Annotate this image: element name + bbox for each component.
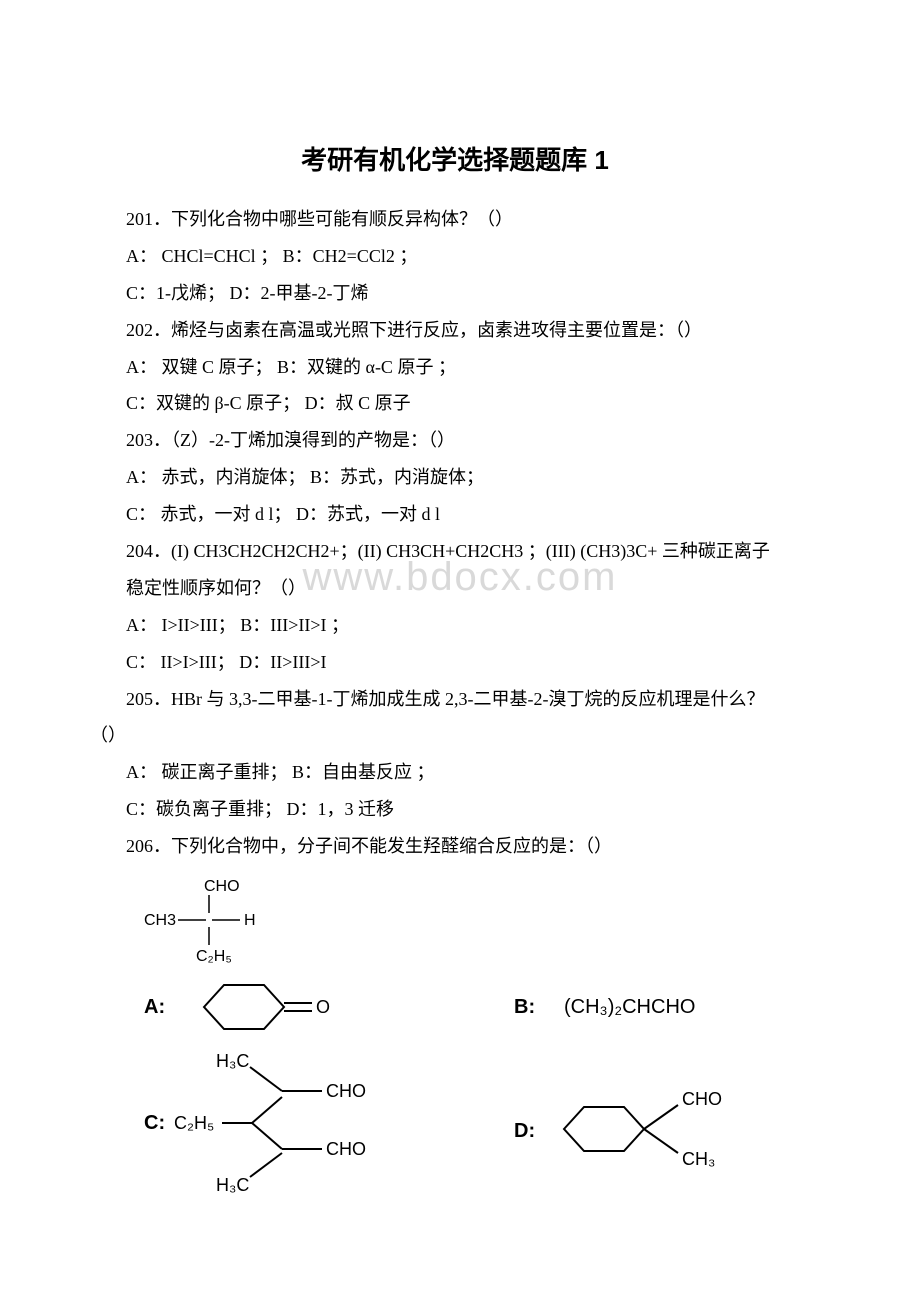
c-cho-bot: CHO	[326, 1139, 366, 1159]
label-c2h5: C₂H₅	[196, 948, 232, 965]
q202-stem: 202．烯烃与卤素在高温或光照下进行反应，卤素进攻得主要位置是：（）	[90, 312, 820, 349]
q205-optA: A： 碳正离子重排； B：自由基反应 ；	[90, 754, 820, 791]
q205-stem: 205．HBr 与 3,3-二甲基-1-丁烯加成生成 2,3-二甲基-2-溴丁烷…	[90, 681, 820, 718]
q201-optC: C：1-戊烯； D：2-甲基-2-丁烯	[90, 275, 820, 312]
q201-stem: 201．下列化合物中哪些可能有顺反异构体？（）	[90, 201, 820, 238]
row-CD: C: H₃C CHO C₂H₅ CHO H₃C D:	[144, 1049, 844, 1199]
page-title: 考研有机化学选择题题库 1	[90, 140, 820, 177]
label-h: H	[244, 912, 256, 929]
c-h3c-top: H₃C	[216, 1051, 249, 1071]
q206-figure: CHO CH3 H C₂H₅ A:	[144, 875, 820, 1199]
label-C: C:	[144, 1112, 165, 1134]
q204-optC: C： II>I>III； D：II>III>I	[90, 644, 820, 681]
d-cho: CHO	[682, 1089, 722, 1109]
q204-optA: A： I>II>III； B：III>II>I ；	[90, 607, 820, 644]
q204-stem2: 稳定性顺序如何？（）	[90, 570, 820, 607]
text-B: (CH₃)₂CHCHO	[564, 996, 695, 1018]
q205-stem2: （）	[90, 717, 820, 754]
label-cho: CHO	[204, 878, 240, 895]
label-A: A:	[144, 996, 165, 1018]
q203-stem: 203．（Z）-2-丁烯加溴得到的产物是：（）	[90, 422, 820, 459]
structure-top: CHO CH3 H C₂H₅	[144, 875, 274, 965]
label-ch3: CH3	[144, 912, 176, 929]
c-c2h5: C₂H₅	[174, 1113, 214, 1133]
q204-stem: 204．(I) CH3CH2CH2CH2+；(II) CH3CH+CH2CH3 …	[90, 533, 820, 570]
d-ch3: CH₃	[682, 1149, 715, 1169]
q205-optC: C：碳负离子重排； D：1，3 迁移	[90, 791, 820, 828]
label-B: B:	[514, 996, 535, 1018]
q201-optA: A： CHCl=CHCl ； B：CH2=CCl2 ；	[90, 238, 820, 275]
row-AB: A: O B: (CH₃)₂CHCHO	[144, 965, 844, 1049]
c-h3c-bot: H₃C	[216, 1175, 249, 1195]
c-cho-top: CHO	[326, 1081, 366, 1101]
label-D: D:	[514, 1120, 535, 1142]
q203-optC: C： 赤式，一对 d l； D：苏式，一对 d l	[90, 496, 820, 533]
document-body: 考研有机化学选择题题库 1 201．下列化合物中哪些可能有顺反异构体？（） A：…	[90, 140, 820, 1199]
q206-stem: 206．下列化合物中，分子间不能发生羟醛缩合反应的是：（）	[90, 828, 820, 865]
q203-optA: A： 赤式，内消旋体； B：苏式，内消旋体；	[90, 459, 820, 496]
q202-optC: C：双键的 β-C 原子； D：叔 C 原子	[90, 385, 820, 422]
label-O: O	[316, 997, 330, 1017]
q202-optA: A： 双键 C 原子； B：双键的 α-C 原子 ；	[90, 349, 820, 386]
